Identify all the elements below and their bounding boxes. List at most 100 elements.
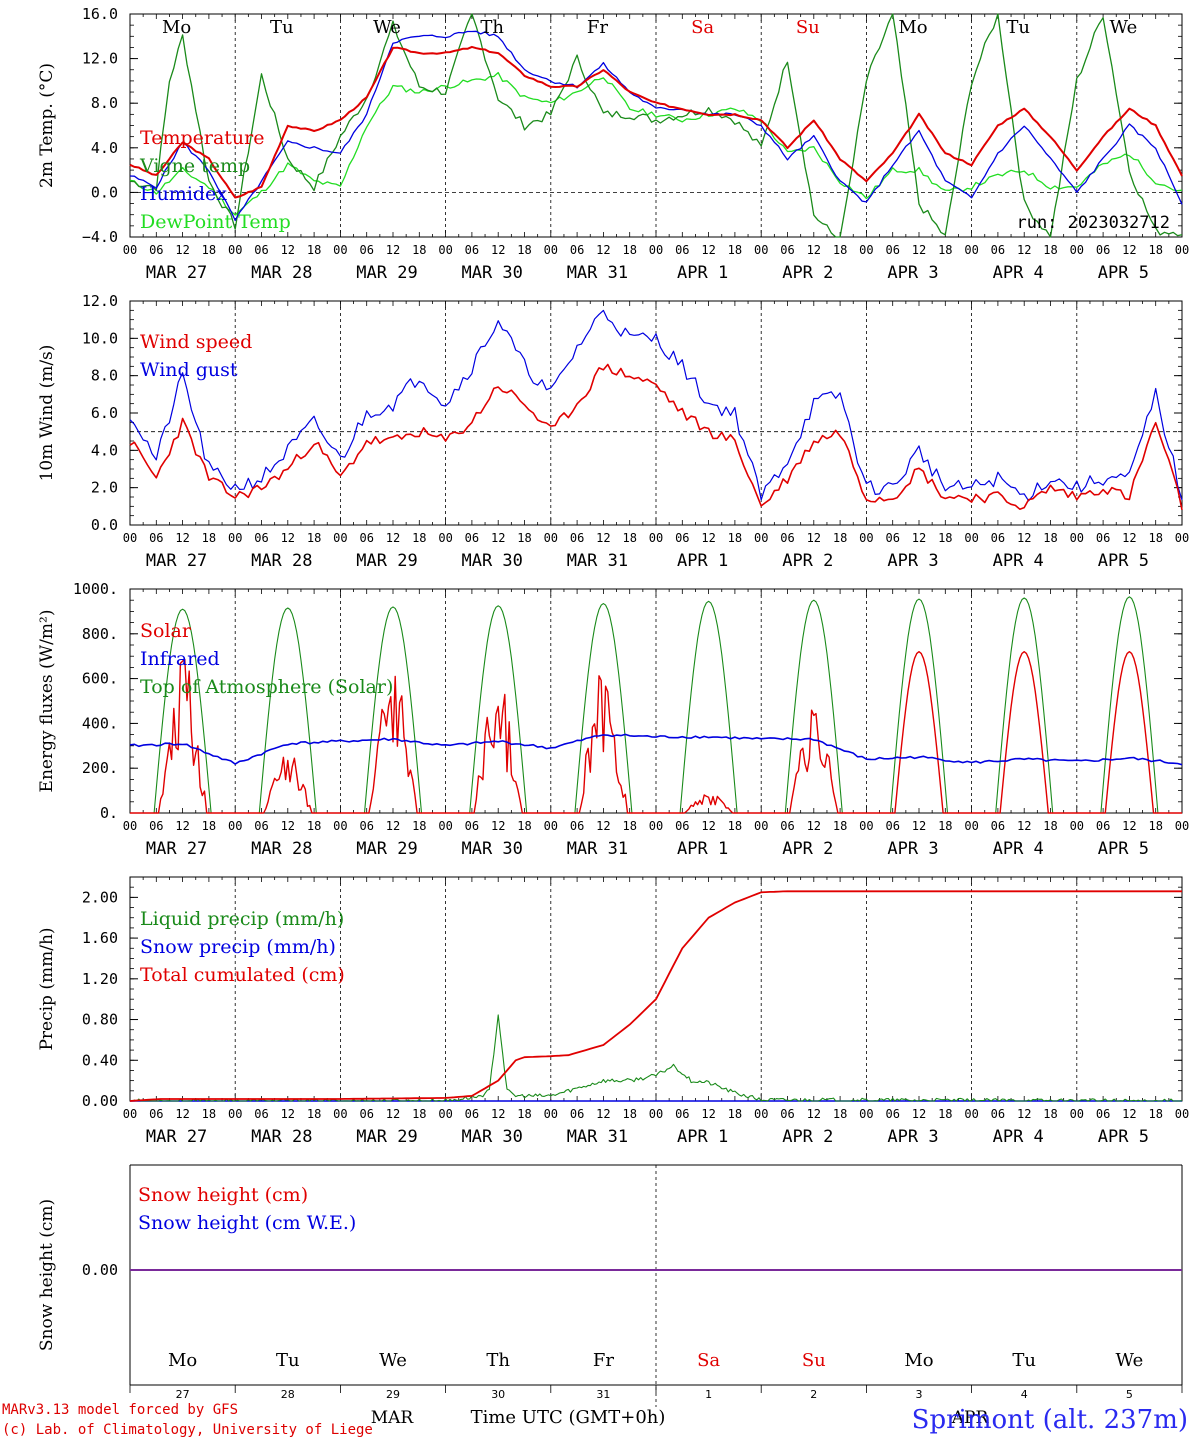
- date-label: MAR 28: [251, 263, 312, 283]
- hour-tick-label: 00: [544, 1107, 558, 1121]
- weekday-label: Th: [486, 1350, 510, 1371]
- legend-entry: Solar: [140, 620, 192, 642]
- hour-tick-label: 00: [1175, 531, 1189, 545]
- hour-tick-label: 06: [254, 819, 268, 833]
- weekday-label: Su: [802, 1350, 826, 1371]
- hour-tick-label: 06: [149, 1107, 163, 1121]
- hour-tick-label: 00: [754, 243, 768, 257]
- hour-tick-label: 12: [912, 819, 926, 833]
- hour-tick-label: 12: [386, 819, 400, 833]
- hour-tick-label: 00: [964, 1107, 978, 1121]
- model-credit: MARv3.13 model forced by GFS: [2, 1402, 238, 1418]
- hour-tick-label: 12: [175, 819, 189, 833]
- hour-tick-label: 00: [649, 243, 663, 257]
- y-axis-title: 10m Wind (m/s): [37, 345, 57, 482]
- hour-tick-label: 18: [307, 1107, 321, 1121]
- energy-panel: 1000. 800. 600. 400. 200. 0. Energy fluxes (W/…: [37, 580, 1189, 859]
- hour-tick-label: 18: [622, 531, 636, 545]
- hour-tick-label: 06: [675, 243, 689, 257]
- hour-tick-label: 18: [622, 819, 636, 833]
- y-tick-label: 0.: [100, 804, 118, 822]
- day-number-label: 2: [810, 1388, 817, 1401]
- date-label: MAR 31: [567, 839, 628, 859]
- hour-tick-label: 06: [885, 243, 899, 257]
- hour-tick-label: 00: [1070, 819, 1084, 833]
- hour-tick-label: 18: [833, 1107, 847, 1121]
- weekday-label: We: [379, 1350, 407, 1371]
- hour-tick-label: 00: [649, 1107, 663, 1121]
- date-label: MAR 28: [251, 1127, 312, 1147]
- hour-tick-label: 12: [596, 819, 610, 833]
- weekday-label: Mo: [168, 1350, 197, 1371]
- hour-tick-label: 00: [1175, 243, 1189, 257]
- y-tick-label: 0.00: [82, 1092, 118, 1110]
- month-label-mar: MAR: [371, 1408, 415, 1428]
- hour-tick-label: 00: [544, 531, 558, 545]
- legend-entry: Infrared: [140, 648, 220, 670]
- hour-tick-label: 06: [359, 819, 373, 833]
- date-label: APR 5: [1098, 1127, 1149, 1147]
- weekday-label: We: [1110, 17, 1138, 38]
- date-label: APR 2: [782, 1127, 833, 1147]
- hour-tick-label: 06: [1096, 819, 1110, 833]
- date-label: APR 4: [993, 263, 1044, 283]
- snow-panel: 0.00 Snow height (cm) Snow height (cm) Snow…: [37, 1164, 1183, 1407]
- date-label: MAR 29: [356, 1127, 417, 1147]
- hour-tick-label: 18: [728, 531, 742, 545]
- hour-tick-label: 12: [386, 243, 400, 257]
- hour-tick-label: 06: [465, 819, 479, 833]
- y-tick-label: 12.0: [82, 292, 118, 310]
- weekday-label: Sa: [697, 1350, 720, 1371]
- plot-frame: [129, 588, 1183, 814]
- weekday-label: Th: [480, 17, 504, 38]
- date-label: MAR 27: [146, 839, 207, 859]
- day-number-label: 29: [386, 1388, 400, 1401]
- hour-tick-label: 00: [964, 531, 978, 545]
- hour-tick-label: 00: [964, 819, 978, 833]
- hour-tick-label: 18: [412, 1107, 426, 1121]
- legend-entry: Humidex: [140, 183, 227, 205]
- date-label: MAR 29: [356, 263, 417, 283]
- y-tick-label: 0.00: [82, 1261, 118, 1279]
- weekday-label: Tu: [1006, 17, 1030, 38]
- hour-tick-label: 12: [281, 243, 295, 257]
- hour-tick-label: 18: [833, 531, 847, 545]
- hour-tick-label: 12: [912, 1107, 926, 1121]
- wind-panel: 12.0 10.0 8.0 6.0 4.0 2.0 0.0 10m Wind (m/s) Win…: [37, 292, 1189, 571]
- hour-tick-label: 18: [1043, 243, 1057, 257]
- hour-tick-label: 00: [754, 819, 768, 833]
- hour-tick-label: 18: [728, 1107, 742, 1121]
- hour-tick-label: 18: [833, 819, 847, 833]
- hour-tick-label: 00: [859, 243, 873, 257]
- day-number-label: 1: [705, 1388, 712, 1401]
- hour-tick-label: 00: [438, 243, 452, 257]
- hour-tick-label: 06: [149, 819, 163, 833]
- x-axis-title: Time UTC (GMT+0h): [471, 1407, 666, 1428]
- legend-entry: Wind gust: [140, 359, 238, 381]
- hour-tick-label: 18: [412, 531, 426, 545]
- hour-tick-label: 12: [175, 243, 189, 257]
- hour-tick-label: 12: [701, 243, 715, 257]
- hour-tick-label: 00: [859, 531, 873, 545]
- hour-tick-label: 12: [1017, 819, 1031, 833]
- hour-tick-label: 12: [912, 243, 926, 257]
- hour-tick-label: 06: [359, 531, 373, 545]
- series-line-total-cumulated-cm-: [129, 890, 1182, 1102]
- legend-entry: Temperature: [140, 127, 264, 149]
- day-number-label: 27: [176, 1388, 190, 1401]
- y-tick-label: 6.0: [91, 404, 118, 422]
- date-label: APR 3: [887, 839, 938, 859]
- hour-tick-label: 12: [386, 531, 400, 545]
- hour-tick-label: 00: [228, 819, 242, 833]
- hour-tick-label: 18: [1043, 1107, 1057, 1121]
- y-axis-title: Energy fluxes (W/m²): [37, 610, 57, 793]
- hour-tick-label: 12: [807, 1107, 821, 1121]
- weekday-label: Tu: [276, 1350, 300, 1371]
- hour-tick-label: 18: [938, 819, 952, 833]
- hour-tick-label: 06: [1096, 1107, 1110, 1121]
- y-tick-label: −4.0: [82, 228, 118, 246]
- hour-tick-label: 12: [491, 819, 505, 833]
- hour-tick-label: 12: [807, 243, 821, 257]
- hour-tick-label: 00: [544, 243, 558, 257]
- hour-tick-label: 00: [123, 243, 137, 257]
